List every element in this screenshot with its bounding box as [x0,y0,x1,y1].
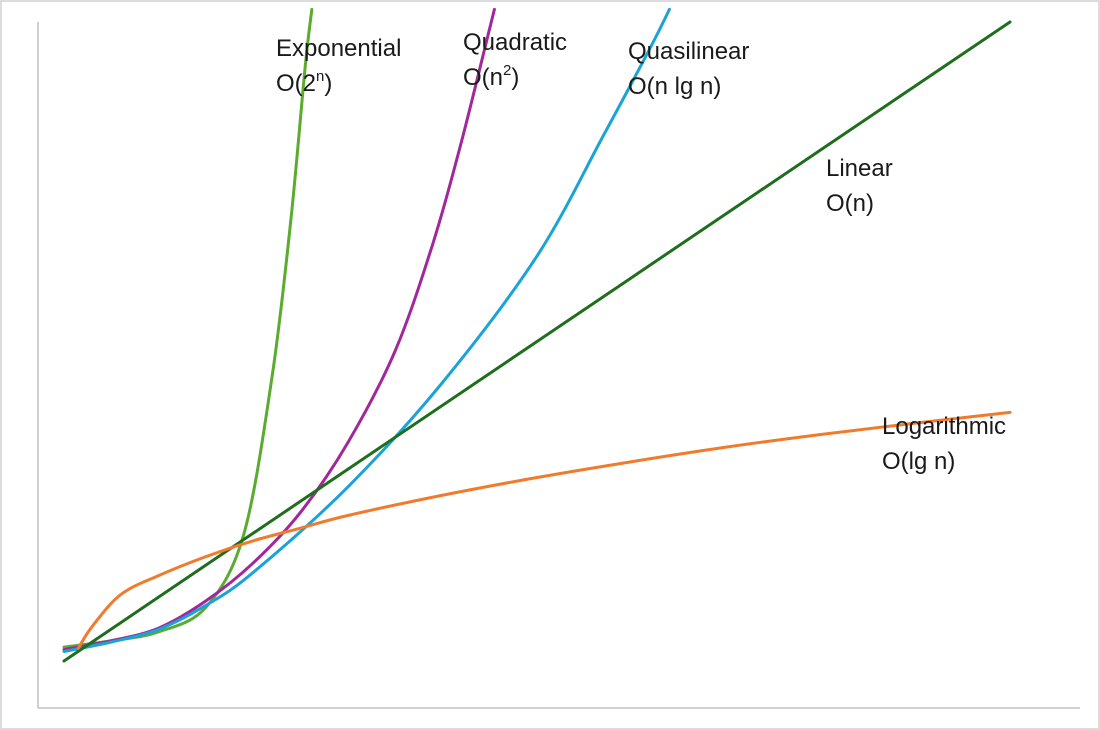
label-logarithmic-notation: O(lg n) [882,448,955,475]
label-exponential-base: 2 [303,70,316,97]
label-quasilinear: Quasilinear O(n lg n) [628,38,749,100]
label-logarithmic-name: Logarithmic [882,413,1006,440]
axes [37,22,1080,709]
label-quadratic-base: n [490,64,503,91]
label-linear-name: Linear [826,155,893,182]
label-exponential-notation: O(2n) [276,68,332,97]
label-exponential-sup: n [316,68,324,85]
label-quadratic-notation: O(n2) [463,62,519,91]
label-quasilinear-name: Quasilinear [628,38,749,65]
label-quadratic-prefix: O( [463,64,490,91]
curve-logarithmic [76,410,1012,650]
label-logarithmic: Logarithmic O(lg n) [882,413,1006,475]
label-quadratic-suffix: ) [511,64,519,91]
curve-linear [62,20,1012,663]
label-exponential-prefix: O( [276,70,303,97]
label-quadratic-sup: 2 [503,62,511,79]
label-linear: Linear O(n) [826,155,893,217]
curve-quasilinear [62,7,671,654]
label-quadratic-name: Quadratic [463,29,567,56]
label-exponential-suffix: ) [324,70,332,97]
label-quadratic: Quadratic O(n2) [463,29,567,91]
label-linear-notation: O(n) [826,190,874,217]
label-exponential-name: Exponential [276,35,401,62]
curve-exponential [62,7,314,649]
label-exponential: Exponential O(2n) [276,35,401,97]
label-quasilinear-notation: O(n lg n) [628,73,721,100]
curves [62,7,1012,663]
